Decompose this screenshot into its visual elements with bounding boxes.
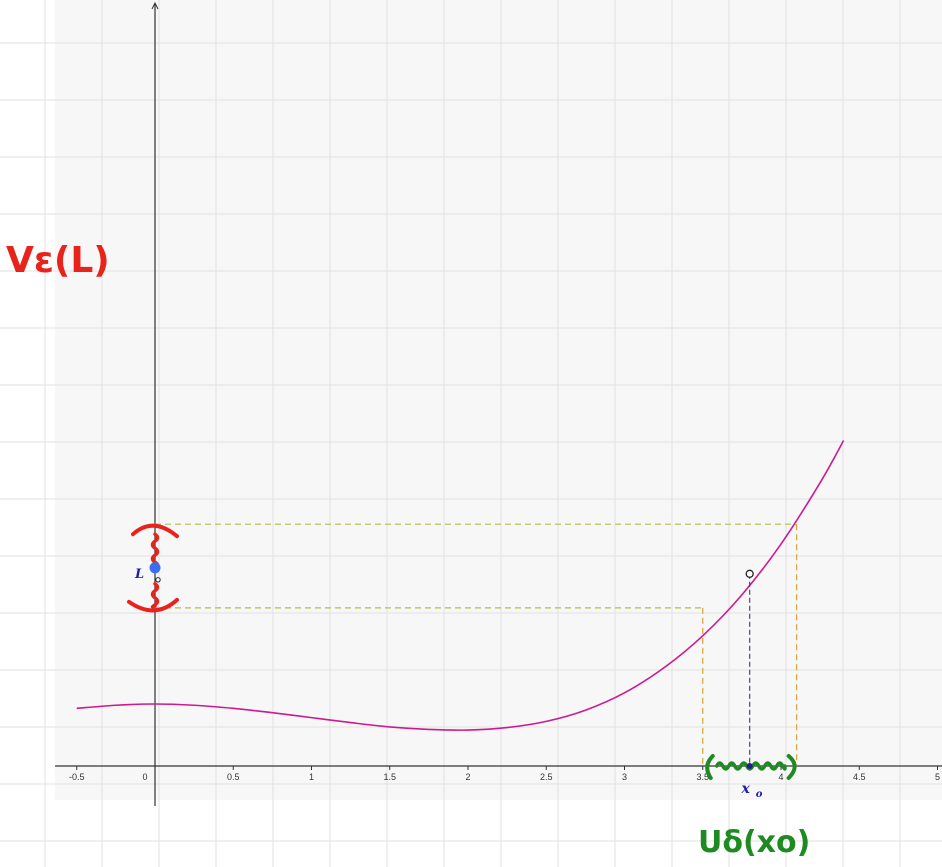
- open-point-on-curve: [745, 569, 754, 578]
- x-tick-label: 3: [622, 772, 627, 782]
- x-tick-label: 1: [309, 772, 314, 782]
- label-x0-subscript: o: [756, 789, 763, 800]
- point-L-marker: [155, 577, 161, 583]
- x-tick-label: 2: [465, 772, 470, 782]
- delta-bracket-left: [705, 754, 715, 780]
- x-ticks: -0.5 0 0.5 1 1.5 2 2.5 3 3.5 4 4.5 5: [69, 766, 940, 782]
- x-tick-label: 4: [778, 772, 783, 782]
- epsilon-squiggle-lower: [150, 582, 160, 609]
- point-L: [149, 562, 161, 574]
- x-tick-label: 1.5: [383, 772, 396, 782]
- function-curve: [76, 440, 845, 731]
- epsilon-bracket-bottom: [127, 597, 179, 613]
- label-L: L: [134, 567, 144, 582]
- delta-neighborhood-label: Uδ(xo): [698, 825, 810, 860]
- y-axis-arrow: [151, 1, 159, 10]
- delta-bracket-right: [786, 754, 797, 780]
- x-tick-label: 3.5: [696, 772, 709, 782]
- point-x0: [746, 763, 753, 769]
- plot-area: [55, 0, 942, 800]
- x-tick-label: 4.5: [853, 772, 866, 782]
- epsilon-neighborhood-label: Vε(L): [6, 240, 110, 281]
- x-tick-label: 0.5: [227, 772, 240, 782]
- x-tick-label: -0.5: [69, 772, 85, 782]
- x-tick-label: 5: [935, 772, 940, 782]
- epsilon-bracket-top: [131, 523, 179, 539]
- x-tick-label: 2.5: [540, 772, 553, 782]
- x-tick-label: 0: [142, 772, 147, 782]
- delta-squiggle: [715, 761, 787, 771]
- label-x0: x: [741, 781, 751, 797]
